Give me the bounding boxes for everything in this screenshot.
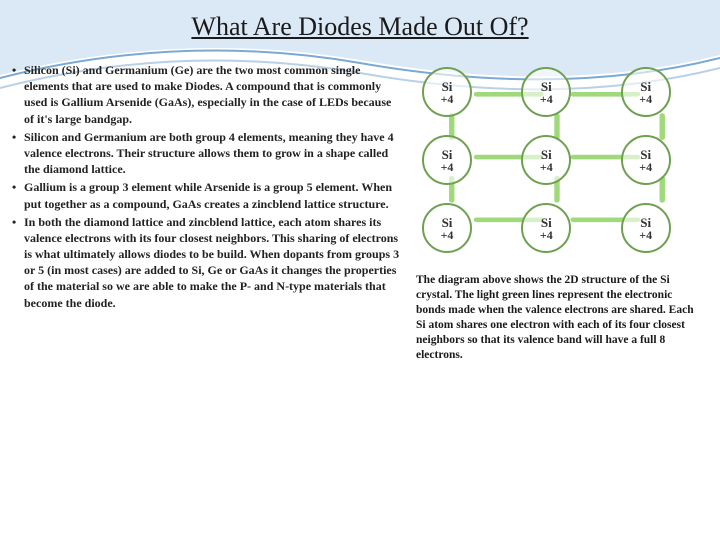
atom-charge: +4 bbox=[441, 161, 454, 173]
diagram-column: Si+4 Si+4 Si+4 Si+4 Si+4 Si+4 Si+4 Si+4 … bbox=[412, 62, 702, 363]
atom-charge: +4 bbox=[540, 161, 553, 173]
si-atom: Si+4 bbox=[422, 203, 472, 253]
bullet-item: In both the diamond lattice and zincblen… bbox=[12, 214, 402, 311]
atom-element: Si bbox=[442, 80, 453, 93]
atom-charge: +4 bbox=[540, 229, 553, 241]
atom-charge: +4 bbox=[639, 161, 652, 173]
atom-element: Si bbox=[640, 148, 651, 161]
bullet-item: Gallium is a group 3 element while Arsen… bbox=[12, 179, 402, 211]
si-atom: Si+4 bbox=[621, 203, 671, 253]
si-atom: Si+4 bbox=[422, 67, 472, 117]
content-area: Silicon (Si) and Germanium (Ge) are the … bbox=[0, 42, 720, 363]
page-title: What Are Diodes Made Out Of? bbox=[0, 0, 720, 42]
atom-charge: +4 bbox=[540, 93, 553, 105]
atom-charge: +4 bbox=[441, 229, 454, 241]
bullet-list: Silicon (Si) and Germanium (Ge) are the … bbox=[12, 62, 402, 311]
diagram-caption: The diagram above shows the 2D structure… bbox=[412, 265, 702, 363]
si-atom: Si+4 bbox=[521, 203, 571, 253]
atom-element: Si bbox=[541, 80, 552, 93]
si-atom: Si+4 bbox=[621, 135, 671, 185]
lattice-diagram: Si+4 Si+4 Si+4 Si+4 Si+4 Si+4 Si+4 Si+4 … bbox=[412, 62, 702, 265]
atom-element: Si bbox=[442, 148, 453, 161]
si-atom: Si+4 bbox=[621, 67, 671, 117]
atom-charge: +4 bbox=[639, 93, 652, 105]
si-atom: Si+4 bbox=[521, 67, 571, 117]
si-atom: Si+4 bbox=[521, 135, 571, 185]
atom-element: Si bbox=[640, 216, 651, 229]
atom-element: Si bbox=[640, 80, 651, 93]
bullets-column: Silicon (Si) and Germanium (Ge) are the … bbox=[12, 62, 412, 363]
atom-charge: +4 bbox=[441, 93, 454, 105]
atom-element: Si bbox=[541, 216, 552, 229]
atom-charge: +4 bbox=[639, 229, 652, 241]
si-atom: Si+4 bbox=[422, 135, 472, 185]
atom-element: Si bbox=[541, 148, 552, 161]
bullet-item: Silicon (Si) and Germanium (Ge) are the … bbox=[12, 62, 402, 127]
bullet-item: Silicon and Germanium are both group 4 e… bbox=[12, 129, 402, 178]
atom-element: Si bbox=[442, 216, 453, 229]
